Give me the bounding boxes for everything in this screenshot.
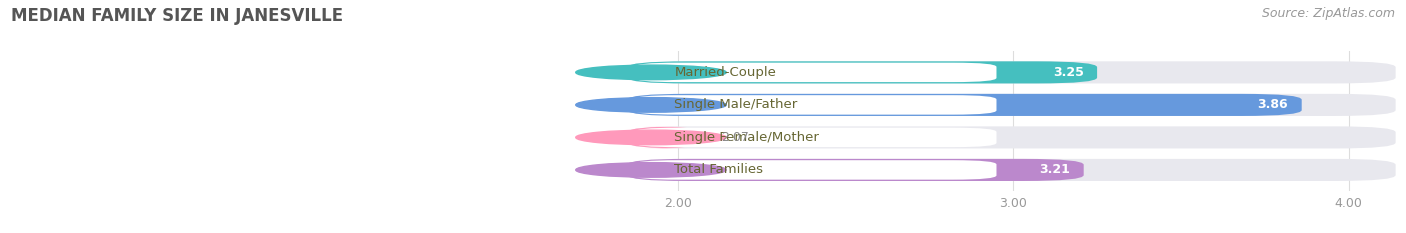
Circle shape — [575, 163, 727, 177]
Text: Source: ZipAtlas.com: Source: ZipAtlas.com — [1261, 7, 1395, 20]
Text: 2.07: 2.07 — [721, 131, 749, 144]
Text: 3.86: 3.86 — [1257, 98, 1288, 111]
Text: Married-Couple: Married-Couple — [675, 66, 776, 79]
FancyBboxPatch shape — [634, 63, 997, 82]
FancyBboxPatch shape — [634, 128, 997, 147]
FancyBboxPatch shape — [627, 159, 1084, 181]
FancyBboxPatch shape — [627, 126, 1396, 148]
Circle shape — [575, 98, 727, 112]
Text: Single Female/Mother: Single Female/Mother — [675, 131, 820, 144]
FancyBboxPatch shape — [627, 159, 1396, 181]
Text: Total Families: Total Families — [675, 163, 763, 176]
FancyBboxPatch shape — [627, 94, 1302, 116]
Text: Single Male/Father: Single Male/Father — [675, 98, 797, 111]
Circle shape — [575, 130, 727, 145]
FancyBboxPatch shape — [627, 61, 1097, 83]
Text: 3.21: 3.21 — [1039, 163, 1070, 176]
Circle shape — [575, 65, 727, 80]
FancyBboxPatch shape — [634, 160, 997, 180]
FancyBboxPatch shape — [627, 61, 1396, 83]
Text: MEDIAN FAMILY SIZE IN JANESVILLE: MEDIAN FAMILY SIZE IN JANESVILLE — [11, 7, 343, 25]
FancyBboxPatch shape — [627, 94, 1396, 116]
FancyBboxPatch shape — [627, 126, 702, 148]
FancyBboxPatch shape — [634, 95, 997, 115]
Text: 3.25: 3.25 — [1053, 66, 1084, 79]
